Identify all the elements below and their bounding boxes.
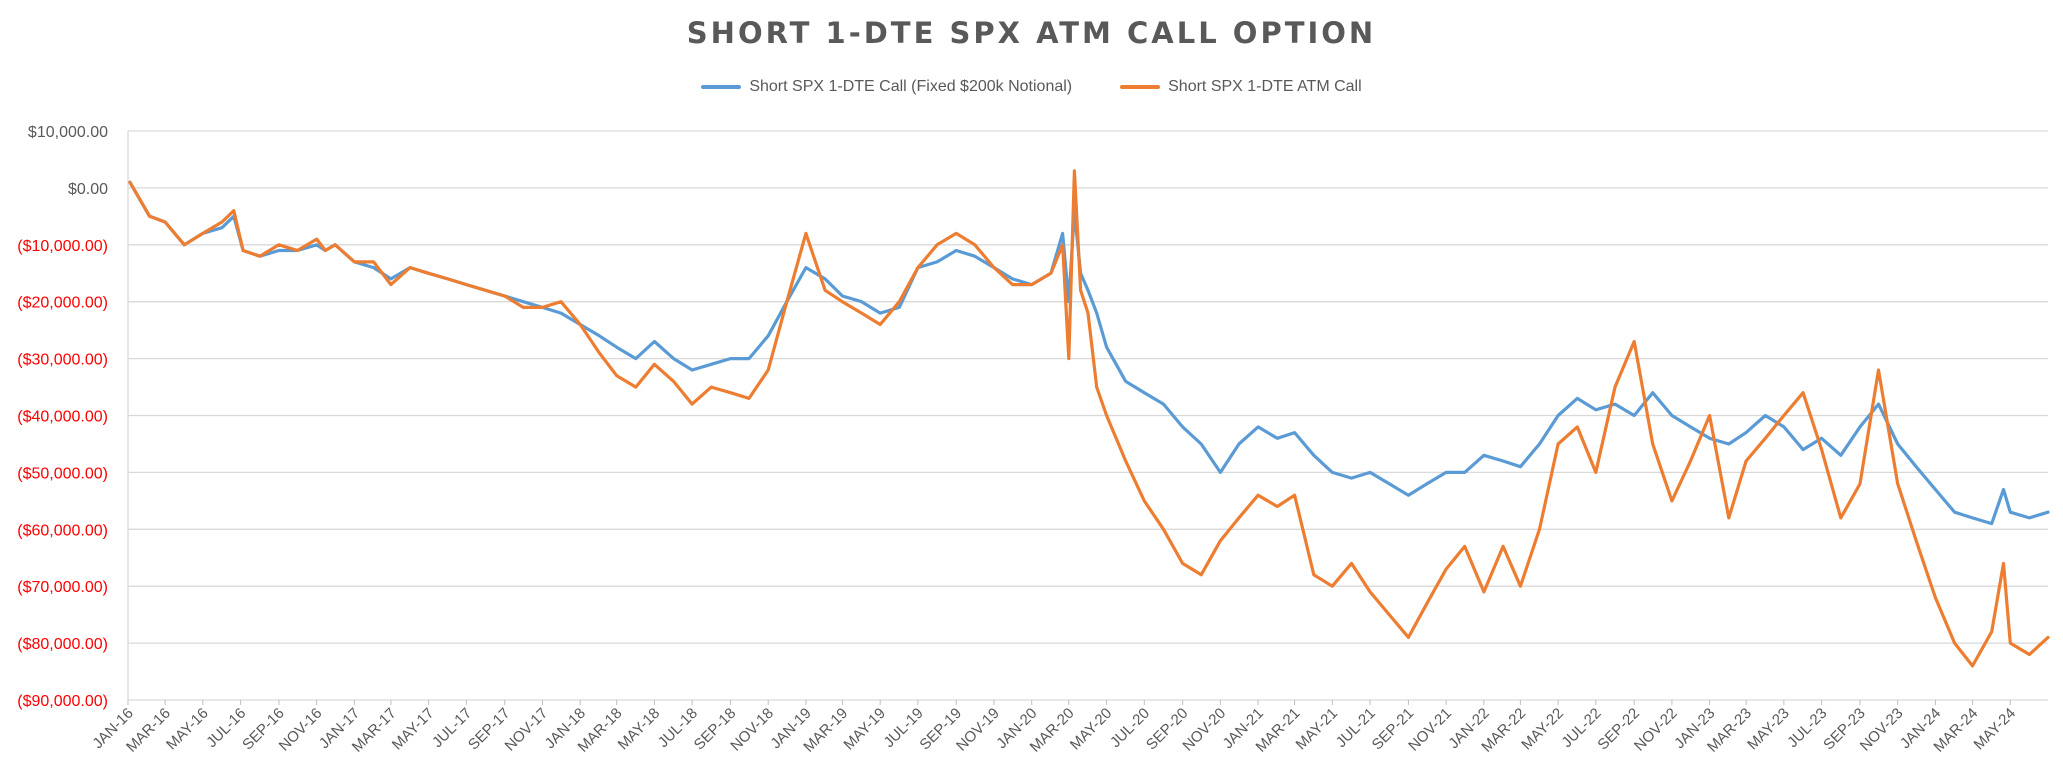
x-tick-label: MAY-20 [1067, 705, 1116, 754]
legend-item-atm-call: Short SPX 1-DTE ATM Call [1120, 78, 1362, 96]
x-tick-label: MAY-24 [1971, 705, 2020, 754]
x-tick-label: MAY-17 [389, 705, 438, 754]
y-tick-label: ($30,000.00) [17, 352, 108, 369]
series-lines [128, 169, 2050, 668]
y-tick-label: $0.00 [68, 181, 108, 198]
x-tick-label: MAY-22 [1518, 705, 1567, 754]
legend-label-atm-call: Short SPX 1-DTE ATM Call [1168, 78, 1362, 95]
y-tick-label: ($60,000.00) [17, 522, 108, 539]
y-axis-ticks: $10,000.00 $0.00 ($10,000.00) ($20,000.00) (… [17, 124, 108, 710]
legend-label-fixed-notional: Short SPX 1-DTE Call (Fixed $200k Notion… [749, 78, 1073, 95]
x-tick-label: MAY-21 [1293, 705, 1342, 754]
y-tick-label: ($80,000.00) [17, 636, 108, 653]
y-tick-label: ($20,000.00) [17, 295, 108, 312]
y-tick-label: ($40,000.00) [17, 409, 108, 426]
y-tick-label: ($50,000.00) [17, 465, 108, 482]
x-tick-label: MAY-16 [163, 705, 212, 754]
legend-swatch-fixed-notional [701, 85, 742, 89]
series-line-atm-call [128, 169, 2050, 668]
x-tick-label: MAY-23 [1744, 705, 1793, 754]
legend-swatch-atm-call [1120, 85, 1161, 89]
x-tick-label: MAY-18 [615, 705, 664, 754]
x-tick-label: MAY-19 [840, 705, 889, 754]
x-axis-ticks: JAN-16MAR-16MAY-16JUL-16SEP-16NOV-16JAN-… [89, 700, 2019, 756]
chart-legend: Short SPX 1-DTE Call (Fixed $200k Notion… [0, 78, 2063, 96]
y-tick-label: ($70,000.00) [17, 579, 108, 596]
y-tick-label: $10,000.00 [28, 124, 108, 141]
chart-title: SHORT 1-DTE SPX ATM CALL OPTION [686, 16, 1377, 50]
legend-item-fixed-notional: Short SPX 1-DTE Call (Fixed $200k Notion… [701, 78, 1072, 96]
y-tick-label: ($90,000.00) [17, 693, 108, 710]
gridlines [127, 130, 2048, 701]
y-tick-label: ($10,000.00) [17, 238, 108, 255]
